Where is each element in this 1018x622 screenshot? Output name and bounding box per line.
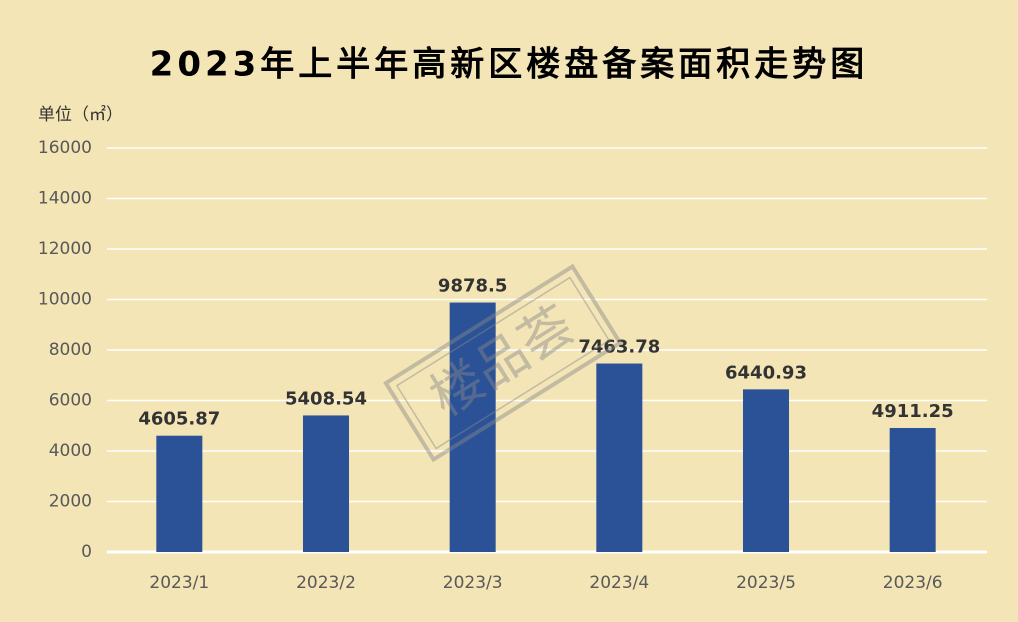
y-tick-label: 10000 (38, 290, 92, 310)
y-tick-label: 14000 (38, 189, 92, 209)
data-label: 4911.25 (872, 401, 954, 422)
x-tick-label: 2023/3 (443, 573, 503, 593)
bar (303, 415, 349, 552)
bar (449, 302, 496, 552)
y-tick-label: 6000 (49, 391, 92, 411)
data-label: 9878.5 (438, 276, 507, 297)
y-tick-label: 12000 (38, 239, 92, 259)
chart-title: 2023年上半年高新区楼盘备案面积走势图 (150, 45, 869, 85)
y-tick-label: 4000 (49, 441, 92, 461)
data-label: 4605.87 (138, 409, 220, 430)
y-axis-label: 单位（㎡） (38, 105, 123, 125)
data-label: 6440.93 (725, 362, 807, 383)
data-label: 7463.78 (578, 337, 660, 358)
bar (596, 363, 643, 552)
x-tick-label: 2023/4 (589, 573, 649, 593)
bar (743, 389, 789, 552)
watermark-frame (383, 263, 623, 463)
bar (889, 427, 936, 552)
x-tick-label: 2023/6 (883, 573, 943, 593)
x-tick-label: 2023/2 (296, 573, 356, 593)
x-tick-label: 2023/1 (149, 573, 209, 593)
y-tick-label: 2000 (49, 492, 92, 512)
data-label: 5408.54 (285, 388, 367, 409)
y-tick-label: 16000 (38, 138, 92, 158)
watermark-frame (395, 276, 611, 450)
bar (156, 435, 203, 552)
x-tick-label: 2023/5 (736, 573, 796, 593)
y-tick-label: 8000 (49, 340, 92, 360)
y-tick-label: 0 (81, 542, 92, 562)
